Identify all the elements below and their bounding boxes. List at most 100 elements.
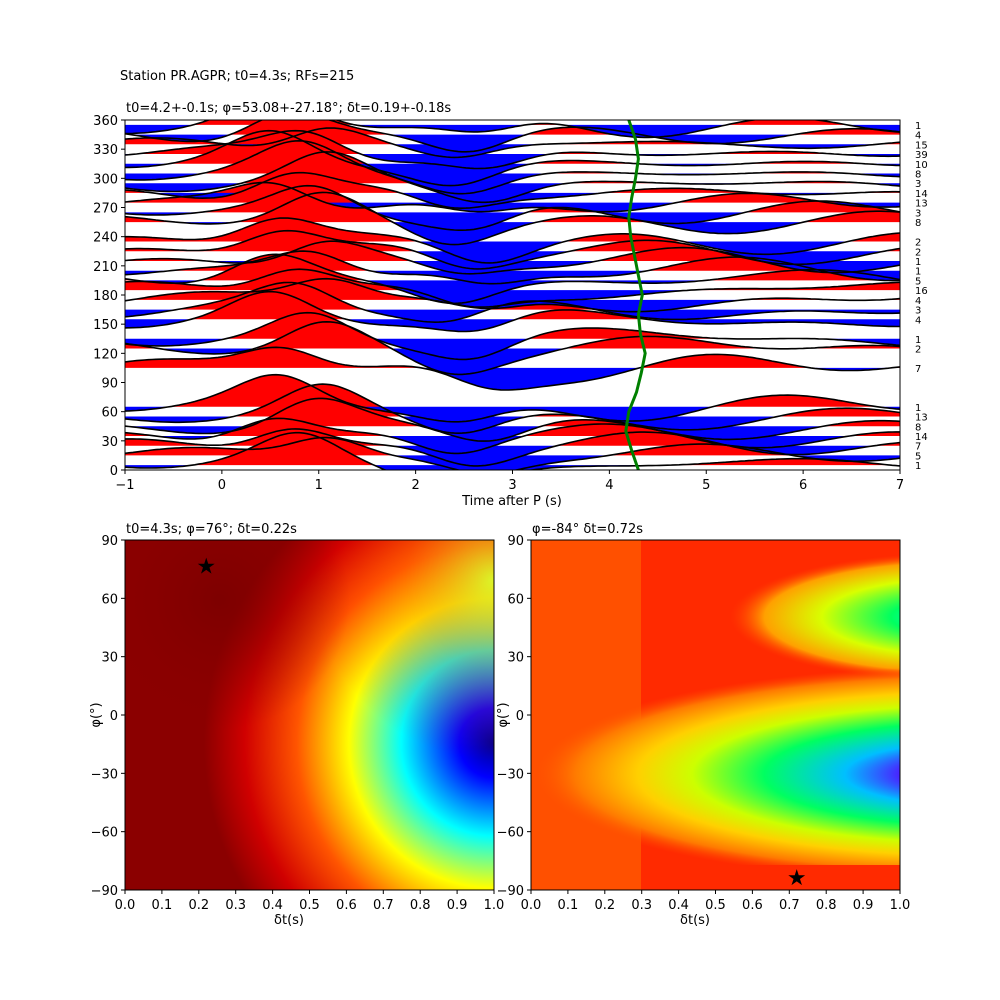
x-tick-label: 0.6 xyxy=(742,898,763,913)
rf-count-label: 5 xyxy=(915,276,921,287)
rf-count-label: 8 xyxy=(915,422,921,433)
y-tick-label: 0 xyxy=(110,709,118,724)
y-tick-label: 0 xyxy=(110,464,118,479)
x-tick-label: 0.3 xyxy=(225,898,246,913)
colored-bands xyxy=(125,120,900,470)
negative-fill xyxy=(125,309,900,323)
x-tick-label: 6 xyxy=(799,478,807,493)
rf-count-label: 15 xyxy=(915,140,928,151)
rf-trace xyxy=(125,436,900,470)
negative-fill xyxy=(125,222,900,245)
x-tick-label: 0.1 xyxy=(558,898,579,913)
rf-count-label: 4 xyxy=(915,131,921,142)
positive-fill xyxy=(125,291,900,320)
rf-trace xyxy=(125,139,900,195)
right-panel-title: φ=-84° δt=0.72s xyxy=(532,522,643,537)
positive-fill xyxy=(125,254,900,281)
y-tick-label: −30 xyxy=(497,767,524,782)
rf-trace xyxy=(125,129,900,170)
left-panel-title: t0=4.3s; φ=76°; δt=0.22s xyxy=(126,522,297,537)
negative-fill xyxy=(125,406,900,422)
rf-trace xyxy=(125,151,900,204)
top-axis-ticks: −1 0 1 2 3 4 5 6 7030609012015018021024027030033… xyxy=(93,114,904,493)
rf-count-label: 13 xyxy=(915,413,928,424)
rf-count-label: 4 xyxy=(915,296,921,307)
rf-trace xyxy=(125,268,900,308)
negative-fill xyxy=(125,173,900,194)
negative-fill xyxy=(125,202,900,212)
rf-trace xyxy=(125,346,900,391)
left-xlabel: δt(s) xyxy=(274,913,304,928)
y-tick-label: 240 xyxy=(93,231,118,246)
rf-count-label: 13 xyxy=(915,199,928,210)
positive-fill xyxy=(125,282,900,310)
rf-trace xyxy=(125,250,900,285)
y-tick-label: 60 xyxy=(507,592,524,607)
rf-count-label: 14 xyxy=(915,432,928,443)
y-tick-label: 150 xyxy=(93,318,118,333)
x-tick-label: 0.1 xyxy=(152,898,173,913)
negative-fill xyxy=(125,154,900,169)
x-tick-label: 0.7 xyxy=(779,898,800,913)
rf-trace xyxy=(125,373,900,423)
rf-trace xyxy=(125,428,900,467)
rf-trace xyxy=(125,277,900,313)
left-ylabel: φ(°) xyxy=(89,702,104,727)
right-ylabel: φ(°) xyxy=(496,702,511,727)
heatmap-right-panel: φ=-84° δt=0.72s 0.0 0.1 0.2 0.3 0.4 0.5 0.6 0.7… xyxy=(496,522,910,928)
left-best-fit-star: ★ xyxy=(196,555,216,580)
negative-fill xyxy=(125,183,900,203)
negative-fill xyxy=(125,338,900,360)
negative-fill xyxy=(125,455,900,470)
y-tick-label: 330 xyxy=(93,143,118,158)
y-tick-label: 60 xyxy=(101,406,118,421)
y-tick-label: 90 xyxy=(507,534,524,549)
negative-fill xyxy=(125,260,900,274)
rf-trace xyxy=(125,397,900,442)
y-tick-label: 0 xyxy=(516,709,524,724)
heatmap-left-panel: t0=4.3s; φ=76°; δt=0.22s 0.0 0.1 0.2 0.3 0.4… xyxy=(89,522,504,928)
x-tick-label: 0.8 xyxy=(816,898,837,913)
y-tick-label: 210 xyxy=(93,260,118,275)
rf-trace xyxy=(125,290,900,333)
y-tick-label: 360 xyxy=(93,114,118,129)
rf-trace xyxy=(125,281,900,324)
negative-fill xyxy=(125,192,900,209)
rf-count-label: 14 xyxy=(915,189,928,200)
y-tick-label: 120 xyxy=(93,347,118,362)
positive-fill xyxy=(125,120,900,125)
negative-fill xyxy=(125,299,900,312)
x-tick-label: 0 xyxy=(218,478,226,493)
traces xyxy=(125,120,900,470)
positive-fill xyxy=(125,130,900,164)
y-tick-label: 30 xyxy=(507,651,524,666)
x-tick-label: 3 xyxy=(508,478,516,493)
y-tick-label: 90 xyxy=(101,534,118,549)
negative-fill xyxy=(125,348,900,375)
x-tick-label: 0.5 xyxy=(705,898,726,913)
y-tick-label: −60 xyxy=(497,826,524,841)
top-panel-title: t0=4.2+-0.1s; φ=53.08+-27.18°; δt=0.19+-… xyxy=(126,101,451,116)
y-tick-label: 30 xyxy=(101,435,118,450)
left-heatmap-dark xyxy=(125,540,494,890)
negative-fill xyxy=(125,124,900,138)
y-tick-label: −90 xyxy=(91,884,118,899)
x-tick-label: 0.6 xyxy=(336,898,357,913)
rf-count-label: 8 xyxy=(915,169,921,180)
right-heatmap-lower xyxy=(531,640,900,865)
y-tick-label: 180 xyxy=(93,289,118,304)
x-tick-label: 0.2 xyxy=(188,898,209,913)
rf-trace xyxy=(125,229,900,270)
rf-count-label: 3 xyxy=(915,179,921,190)
x-tick-label: 0.0 xyxy=(521,898,542,913)
rf-count-label: 1 xyxy=(915,257,921,268)
rf-count-label: 2 xyxy=(915,238,921,249)
rf-count-label: 7 xyxy=(915,364,921,375)
negative-fill xyxy=(125,319,900,332)
rf-count-label: 1 xyxy=(915,121,921,132)
negative-fill xyxy=(125,445,900,466)
x-tick-label: −1 xyxy=(115,478,134,493)
x-tick-label: 5 xyxy=(702,478,710,493)
x-tick-label: 0.4 xyxy=(262,898,283,913)
